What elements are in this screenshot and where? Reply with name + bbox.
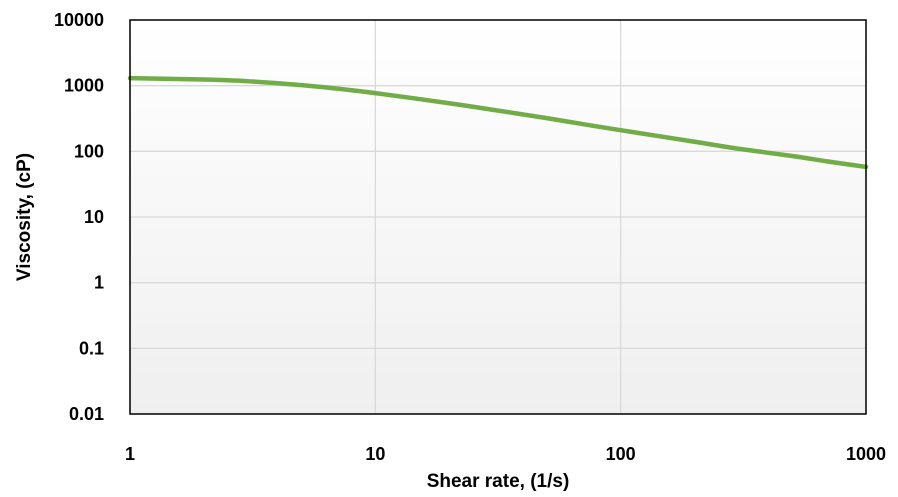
y-tick-label: 1 (94, 273, 104, 293)
y-tick-label: 10000 (54, 10, 104, 30)
plot-area-border (129, 19, 867, 415)
x-tick-label: 100 (606, 444, 636, 464)
y-tick-label: 100 (74, 141, 104, 161)
x-tick-label: 1 (125, 444, 135, 464)
viscosity-series-line (127, 75, 869, 170)
y-tick-label: 0.1 (79, 338, 104, 358)
y-tick-label: 1000 (64, 76, 104, 96)
x-tick-label: 10 (365, 444, 385, 464)
y-tick-label: 0.01 (69, 404, 104, 424)
y-tick-label: 10 (84, 207, 104, 227)
x-tick-label: 1000 (846, 444, 886, 464)
x-tick-labels: 1 10 100 1000 (125, 444, 886, 464)
series-layer (127, 75, 869, 170)
x-axis-title: Shear rate, (1/s) (427, 471, 570, 492)
y-tick-labels: 0.01 0.1 1 10 100 1000 10000 (54, 10, 104, 424)
y-axis-title: Viscosity, (cP) (14, 153, 35, 281)
